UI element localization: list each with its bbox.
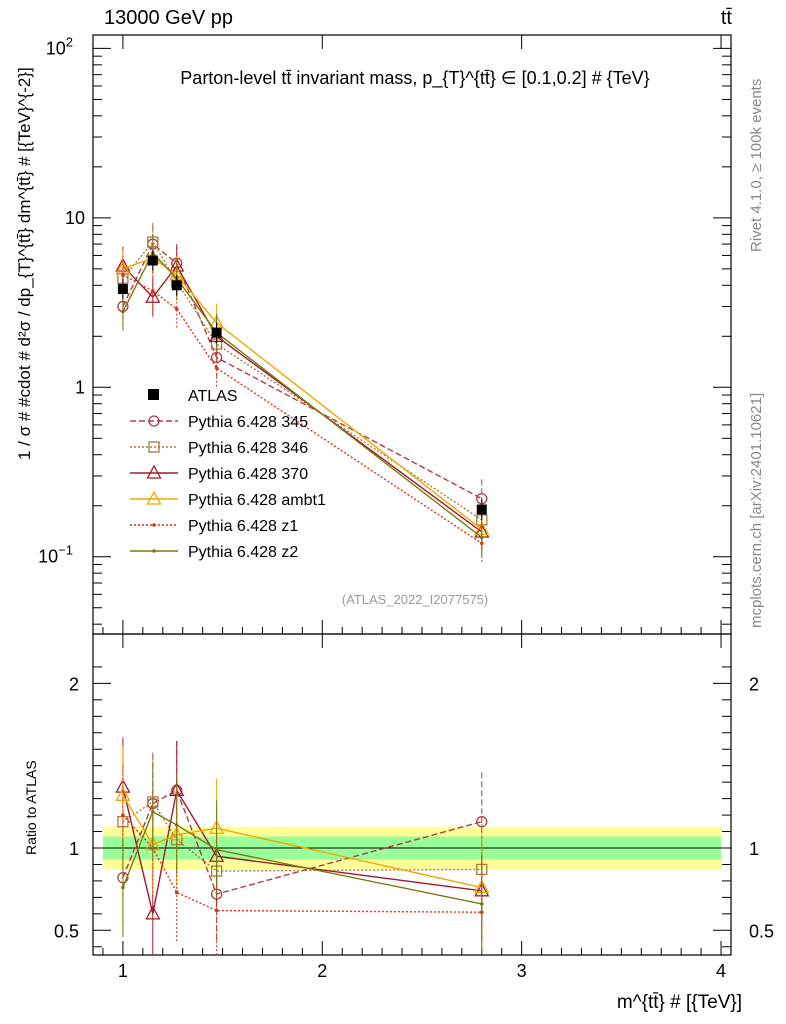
legend-label-2: Pythia 6.428 346 — [188, 440, 308, 457]
series-6-ratio-point — [174, 823, 179, 827]
x-tick-label: 4 — [716, 961, 726, 981]
series-6-ratio-point — [214, 847, 219, 852]
series-6-ratio-point — [479, 902, 484, 906]
legend-marker-5 — [152, 523, 156, 527]
ratio-plot-frame — [92, 633, 732, 956]
x-axis-label: m^{tt̄} # [{TeV}] — [617, 992, 742, 1013]
series-5-point — [174, 307, 179, 311]
ratio-tick-label: 2 — [69, 674, 79, 694]
legend-marker-1 — [148, 415, 160, 427]
legend-label-5: Pythia 6.428 z1 — [188, 518, 298, 535]
x-tick-label: 2 — [317, 961, 327, 981]
series-4-ratio-point — [115, 786, 131, 801]
legend-marker-2 — [148, 441, 160, 453]
x-tick-label: 3 — [517, 961, 527, 981]
ratio-tick-label-right: 0.5 — [749, 921, 774, 941]
main-series-group — [115, 222, 490, 563]
legend-atlas-marker — [148, 389, 159, 400]
y-tick-label: 10−1 — [38, 543, 73, 567]
series-5-point — [214, 366, 219, 370]
axis-ticks: 1 2 3 4 10−1 1 10 102 0.5 0.5 1 1 2 2 — [38, 34, 774, 981]
y-axis-label: 1 / σ # #cdot # d²σ / dp_{T}^{tt̄} dm^{t… — [15, 67, 34, 460]
series-6-point — [479, 535, 484, 540]
series-5-point — [151, 289, 155, 293]
legend: ATLAS Pythia 6.428 345 Pythia 6.428 346 Pyt… — [130, 388, 326, 561]
series-1-ratio-line — [122, 789, 482, 895]
series-6-ratio-point — [121, 885, 125, 890]
ratio-tick-label: 1 — [69, 839, 79, 859]
series-3-point — [145, 288, 161, 303]
ratio-y-axis-label: Ratio to ATLAS — [23, 760, 39, 855]
series-3-ratio-point — [145, 905, 161, 920]
legend-marker-3 — [146, 464, 162, 479]
chart-title: Parton-level tt̄ invariant mass, p_{T}^{… — [180, 68, 649, 89]
legend-marker-4 — [146, 490, 162, 505]
legend-label-3: Pythia 6.428 370 — [188, 466, 308, 483]
mcplots-label: mcplots.cern.ch [arXiv:2401.10621] — [748, 393, 765, 628]
analysis-tag: (ATLAS_2022_I2077575) — [342, 592, 488, 607]
ratio-tick-label: 0.5 — [54, 921, 79, 941]
series-6-point — [121, 309, 125, 314]
atlas-data-point — [117, 284, 128, 295]
y-tick-label: 1 — [75, 377, 85, 397]
atlas-data-point — [171, 280, 182, 291]
ratio-series-group — [115, 737, 490, 955]
atlas-data-point — [147, 255, 158, 266]
legend-label-4: Pythia 6.428 ambt1 — [188, 492, 326, 509]
legend-atlas-label: ATLAS — [188, 388, 238, 405]
x-tick-label: 1 — [118, 961, 128, 981]
legend-label-1: Pythia 6.428 345 — [188, 414, 308, 431]
header-right: tt̄ — [721, 7, 733, 29]
atlas-data-point — [476, 504, 487, 515]
rivet-label: Rivet 4.1.0, ≥ 100k events — [748, 79, 765, 252]
series-5-ratio-point — [214, 908, 219, 913]
series-5-ratio-point — [174, 890, 179, 895]
y-tick-label: 10 — [65, 208, 85, 228]
ratio-tick-label-right: 2 — [749, 674, 759, 694]
ratio-tick-label-right: 1 — [749, 839, 759, 859]
series-6-ratio-point — [151, 809, 155, 814]
legend-marker-6 — [152, 549, 156, 553]
legend-label-6: Pythia 6.428 z2 — [188, 544, 298, 561]
series-5-line — [122, 274, 483, 544]
series-1-ratio-point — [476, 816, 488, 828]
y-tick-label: 102 — [46, 34, 73, 58]
series-5-ratio-point — [121, 813, 125, 817]
series-5-point — [121, 273, 125, 277]
atlas-data-point — [211, 327, 222, 338]
header-left: 13000 GeV pp — [104, 7, 233, 29]
